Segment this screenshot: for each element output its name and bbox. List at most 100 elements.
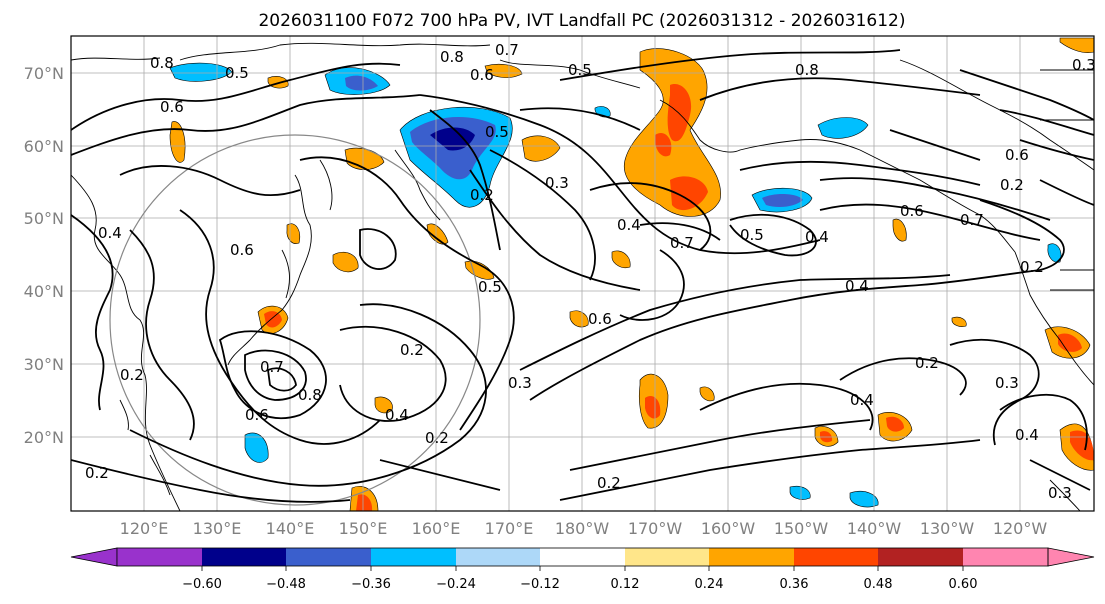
positive-anomaly bbox=[892, 218, 907, 242]
positive-anomaly bbox=[1070, 430, 1094, 461]
contour-label: 0.6 bbox=[1005, 146, 1029, 164]
colorbar-bin bbox=[286, 548, 371, 566]
colorbar-bin bbox=[709, 548, 794, 566]
colorbar-tick-label: −0.60 bbox=[182, 577, 222, 592]
colorbar-tick-label: 0.60 bbox=[949, 577, 978, 592]
positive-anomaly bbox=[655, 132, 672, 157]
positive-anomaly bbox=[484, 63, 523, 78]
contour-label: 0.4 bbox=[98, 224, 122, 242]
colorbar-tick-label: −0.48 bbox=[266, 577, 306, 592]
colorbar-extend-max bbox=[1047, 547, 1095, 567]
negative-anomaly bbox=[789, 485, 811, 500]
colorbar-tick-label: −0.12 bbox=[520, 577, 560, 592]
contour-label: 0.6 bbox=[230, 241, 254, 259]
contour-label: 0.4 bbox=[845, 277, 869, 295]
contour-label: 0.4 bbox=[1015, 426, 1039, 444]
contour-label: 0.5 bbox=[568, 61, 592, 79]
contour-label: 0.6 bbox=[245, 406, 269, 424]
map-panel: 0.8 0.5 0.6 0.8 0.6 0.5 0.7 0.5 0.8 0.3 … bbox=[70, 35, 1096, 512]
lon-label: 120°W bbox=[993, 519, 1048, 538]
contour-label: 0.5 bbox=[485, 123, 509, 141]
contour-label: 0.2 bbox=[425, 429, 449, 447]
contour-label: 0.4 bbox=[805, 228, 829, 246]
contour-label: 0.3 bbox=[1048, 484, 1072, 502]
negative-anomaly bbox=[762, 194, 803, 208]
negative-anomaly bbox=[244, 432, 269, 463]
latitude-labels: 70°N 60°N 50°N 40°N 30°N 20°N bbox=[24, 64, 64, 447]
negative-anomaly bbox=[169, 62, 233, 82]
lon-label: 160°E bbox=[412, 519, 461, 538]
contour-label: 0.8 bbox=[150, 54, 174, 72]
positive-anomaly bbox=[670, 176, 708, 211]
lon-label: 140°W bbox=[847, 519, 902, 538]
negative-anomaly bbox=[817, 117, 869, 139]
positive-anomaly bbox=[426, 223, 449, 245]
colorbar-tick-label: −0.36 bbox=[351, 577, 391, 592]
colorbar-bin bbox=[963, 548, 1048, 566]
colorbar-bin bbox=[117, 548, 202, 566]
lon-label: 130°E bbox=[193, 519, 242, 538]
contour-label: 0.3 bbox=[545, 174, 569, 192]
lon-label: 170°W bbox=[628, 519, 683, 538]
contour-label: 0.6 bbox=[588, 310, 612, 328]
contour-label: 0.3 bbox=[1072, 56, 1096, 74]
positive-anomaly bbox=[264, 311, 282, 328]
contour-label: 0.2 bbox=[1000, 176, 1024, 194]
contour-label: 0.5 bbox=[225, 64, 249, 82]
contour-label: 0.3 bbox=[995, 374, 1019, 392]
contour-label: 0.4 bbox=[850, 391, 874, 409]
contour-label: 0.3 bbox=[508, 374, 532, 392]
positive-anomaly bbox=[569, 310, 589, 328]
positive-anomaly bbox=[667, 84, 692, 142]
lon-label: 120°E bbox=[120, 519, 169, 538]
map-title: 2026031100 F072 700 hPa PV, IVT Landfall… bbox=[258, 11, 905, 31]
positive-anomaly bbox=[645, 395, 661, 419]
lat-label: 70°N bbox=[24, 64, 64, 83]
longitude-labels: 120°E 130°E 140°E 150°E 160°E 170°E 180°… bbox=[120, 519, 1048, 538]
positive-anomaly bbox=[1058, 333, 1082, 352]
map-background bbox=[71, 36, 1094, 511]
colorbar-tick-label: 0.24 bbox=[695, 577, 724, 592]
contour-label: 0.6 bbox=[160, 98, 184, 116]
contour-label: 0.7 bbox=[670, 234, 694, 252]
negative-anomaly bbox=[849, 491, 879, 508]
colorbar-tick-label: 0.12 bbox=[611, 577, 640, 592]
colorbar-ticks bbox=[201, 566, 964, 571]
contour-label: 0.2 bbox=[1020, 258, 1044, 276]
positive-anomaly bbox=[521, 135, 561, 162]
contour-label: 0.5 bbox=[740, 226, 764, 244]
lat-label: 60°N bbox=[24, 137, 64, 156]
lat-label: 30°N bbox=[24, 355, 64, 374]
positive-anomaly bbox=[886, 416, 904, 432]
contour-label: 0.2 bbox=[915, 354, 939, 372]
contour-label: 0.2 bbox=[120, 366, 144, 384]
contour-label: 0.2 bbox=[400, 341, 424, 359]
colorbar-tick-label: 0.36 bbox=[780, 577, 809, 592]
lat-label: 20°N bbox=[24, 428, 64, 447]
positive-anomaly bbox=[699, 386, 715, 402]
lon-label: 150°W bbox=[774, 519, 829, 538]
colorbar-bin bbox=[625, 548, 709, 566]
landfall-radius-circle bbox=[109, 134, 481, 506]
colorbar-extend-min bbox=[70, 547, 118, 567]
lon-label: 160°W bbox=[701, 519, 756, 538]
negative-anomaly bbox=[430, 127, 475, 151]
positive-anomaly bbox=[374, 396, 393, 414]
contour-label: 0.6 bbox=[900, 202, 924, 220]
positive-anomaly bbox=[332, 251, 359, 273]
colorbar-bin bbox=[456, 548, 540, 566]
gridlines bbox=[71, 36, 1094, 511]
contour-label: 0.7 bbox=[495, 41, 519, 59]
colorbar-tick-label: 0.48 bbox=[864, 577, 893, 592]
contour-label: 0.2 bbox=[470, 186, 494, 204]
contour-label: 0.2 bbox=[597, 474, 621, 492]
shaded-field bbox=[169, 37, 1094, 511]
colorbar-bin bbox=[202, 548, 286, 566]
lon-label: 140°E bbox=[266, 519, 315, 538]
contour-label: 0.8 bbox=[795, 61, 819, 79]
colorbar-bin bbox=[878, 548, 963, 566]
lon-label: 180°W bbox=[555, 519, 610, 538]
contour-label: 0.6 bbox=[470, 66, 494, 84]
lat-label: 50°N bbox=[24, 209, 64, 228]
